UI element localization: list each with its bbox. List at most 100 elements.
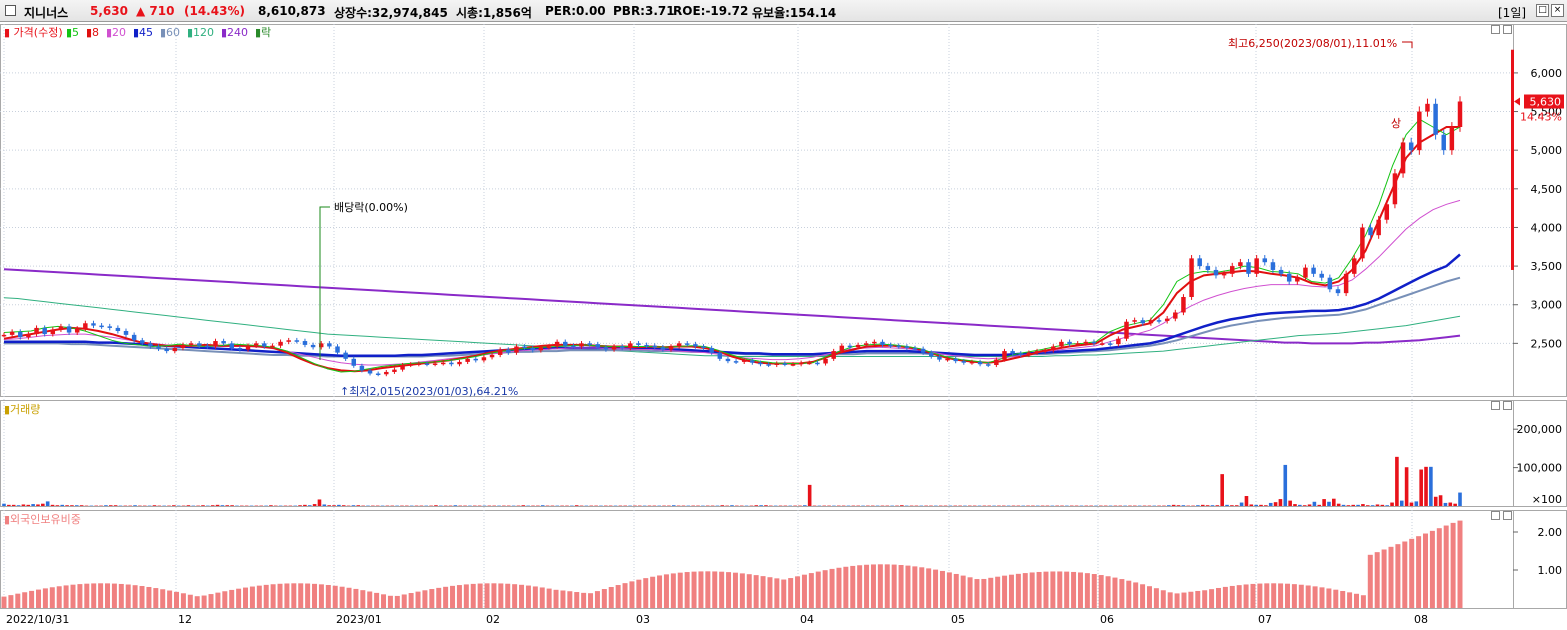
foreign-bar [394,595,400,608]
volume-bar [1312,501,1317,506]
foreign-bar [498,583,504,608]
candle-body [1221,273,1227,276]
volume-close-icon[interactable] [1503,401,1512,410]
per-value: PER:0.00 [545,4,606,18]
volume-bar [1215,505,1220,506]
select-checkbox[interactable] [5,5,16,16]
last-price-label: 5,630 [1530,96,1562,109]
candle-body [205,345,210,348]
volume-bar [1171,504,1176,506]
foreign-bar [643,578,649,608]
foreign-bar [1077,572,1083,608]
foreign-bar [463,584,469,608]
foreign-minimize-icon[interactable] [1491,511,1500,520]
candle-body [245,345,251,350]
foreign-bar [1457,520,1463,608]
candle-body [1246,262,1251,274]
foreign-bar [415,591,421,608]
foreign-bar [753,575,759,608]
candle-body [424,363,430,365]
candle-body [473,358,479,361]
candle-body [831,351,836,359]
volume-bar [1244,496,1249,506]
x-axis-label: 02 [486,613,500,626]
candle-body [571,345,576,348]
foreign-bar [1395,544,1401,608]
foreign-bar [360,590,366,608]
candle-body [1449,127,1455,151]
restore-window-icon[interactable]: □ [1536,4,1549,17]
candle-body [758,362,763,365]
candle-body [26,334,31,338]
legend-item: ▮120 [187,26,214,39]
candle-body [1042,350,1048,352]
price-tick-label: 6,000 [1531,67,1563,80]
foreign-bar [1436,528,1442,608]
foreign-bar [1402,541,1408,608]
volume-bar [7,504,11,506]
foreign-bar [953,573,959,608]
close-window-icon[interactable]: × [1551,4,1564,17]
volume-title: ▮거래량 [4,403,40,416]
candle-body [896,345,901,348]
volume-bar [337,504,341,506]
volume-bar [201,505,205,506]
volume-bar [671,505,676,506]
ma5-line [3,118,1461,373]
foreign-bar [553,589,559,608]
volume-bar [1409,502,1414,506]
candle-body [709,348,714,353]
candle-body [1417,111,1422,151]
panel-minimize-icon[interactable] [1491,25,1500,34]
foreign-bar [1429,530,1435,608]
candle-body [1230,266,1235,274]
foreign-bar [788,578,794,608]
volume-bar [298,505,302,506]
foreign-bar [1050,571,1056,608]
candle-body [741,360,747,362]
period-selector[interactable]: [1일] [1498,6,1527,20]
candle-body [1286,273,1292,282]
candle-body [506,349,511,353]
candle-body [619,346,625,348]
last-pct-label: 14.43% [1520,111,1562,124]
foreign-close-icon[interactable] [1503,511,1512,520]
candle-body [457,361,462,365]
foreign-bar [608,586,614,608]
foreign-bar [1195,590,1201,608]
foreign-bar [1064,571,1070,608]
volume-bar [55,505,60,506]
candle-body [1376,219,1381,236]
volume-bar [322,504,327,506]
volume-minimize-icon[interactable] [1491,401,1500,410]
foreign-bar [829,568,835,608]
foreign-bar [663,574,669,608]
volume-bar [1361,504,1365,506]
candle-body [1026,352,1032,355]
candle-body [522,346,527,348]
stock-name: 지니너스 [24,6,69,20]
foreign-bar [160,589,166,608]
panel-close-icon[interactable] [1503,25,1512,34]
foreign-bar [1409,538,1415,608]
volume-bar [11,504,16,506]
candle-body [1205,266,1211,270]
volume-bar [1200,504,1205,506]
volume-bar [152,505,157,506]
foreign-bar [174,591,180,608]
foreign-bar [891,564,897,608]
candle-body [1132,320,1137,322]
foreign-bar [49,587,55,608]
foreign-bar [1367,554,1373,608]
foreign-bar [808,573,814,608]
foreign-bar [1381,549,1387,608]
candle-body [131,334,137,341]
candle-body [74,328,80,333]
candle-body [1116,338,1121,345]
foreign-bar [1174,593,1180,608]
candle-body [1051,346,1056,351]
candle-body [1343,273,1349,294]
volume-bar [1414,501,1419,506]
market-cap: 시총:1,856억 [456,6,532,20]
foreign-bar [312,583,318,608]
